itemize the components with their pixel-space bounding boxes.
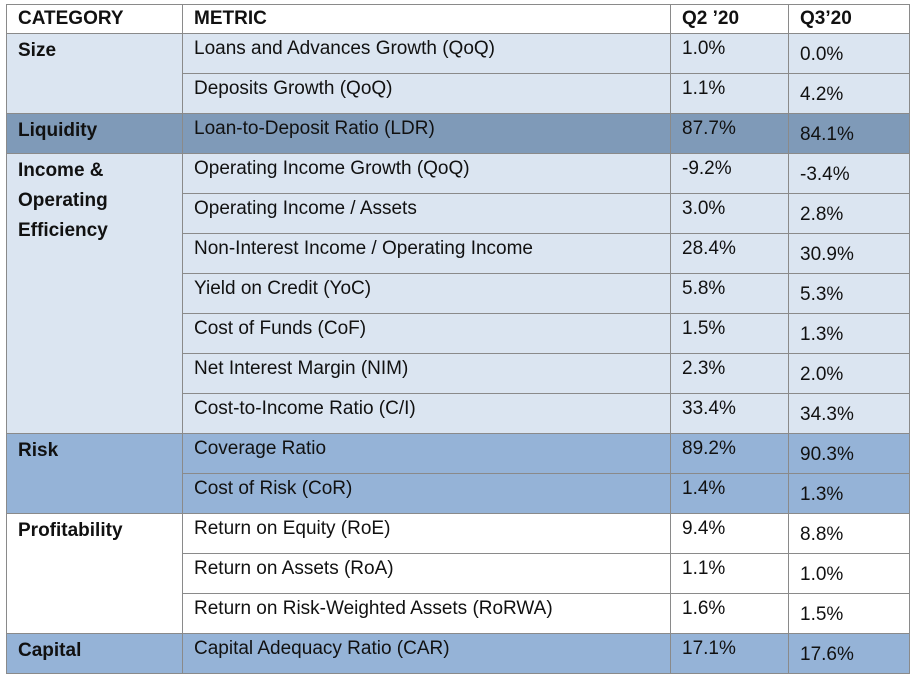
q3-value: 2.8% (788, 193, 910, 234)
metric-cell: Coverage Ratio (182, 433, 671, 474)
q2-value: 9.4% (670, 513, 789, 554)
q3-value: 17.6% (788, 633, 910, 674)
q2-value: 28.4% (670, 233, 789, 274)
category-profitability: Profitability (6, 513, 183, 634)
header-metric: METRIC (182, 4, 671, 34)
metrics-table: CATEGORY METRIC Q2 ’20 Q3’20 Size Loans … (6, 4, 910, 674)
metric-cell: Cost of Funds (CoF) (182, 313, 671, 354)
q2-value: 1.1% (670, 73, 789, 114)
q2-value: 1.6% (670, 593, 789, 634)
q2-value: 1.4% (670, 473, 789, 514)
table-row: Non-Interest Income / Operating Income 2… (7, 233, 910, 274)
q3-value: -3.4% (788, 153, 910, 194)
table-row: Income & Operating Efficiency Operating … (6, 153, 910, 434)
q2-value: 2.3% (670, 353, 789, 394)
q2-value: -9.2% (670, 153, 789, 194)
q3-value: 1.5% (788, 593, 910, 634)
table-row: Yield on Credit (YoC) 5.8% 5.3% (7, 273, 910, 314)
q3-value: 1.0% (788, 553, 910, 594)
metric-cell: Cost of Risk (CoR) (182, 473, 671, 514)
table-row: Return on Assets (RoA) 1.1% 1.0% (7, 553, 910, 594)
category-capital: Capital (6, 633, 183, 674)
table-row: Operating Income / Assets 3.0% 2.8% (7, 193, 910, 234)
q3-value: 1.3% (788, 313, 910, 354)
metric-cell: Loan-to-Deposit Ratio (LDR) (182, 113, 671, 154)
category-risk: Risk (6, 433, 183, 514)
table-row: Profitability Return on Equity (RoE) 9.4… (6, 513, 910, 634)
q3-value: 84.1% (788, 113, 910, 154)
category-size: Size (6, 33, 183, 114)
q2-value: 89.2% (670, 433, 789, 474)
table-row: Deposits Growth (QoQ) 1.1% 4.2% (7, 73, 910, 114)
table-row: Capital Capital Adequacy Ratio (CAR) 17.… (6, 633, 910, 674)
metric-cell: Operating Income Growth (QoQ) (182, 153, 671, 194)
metric-cell: Return on Assets (RoA) (182, 553, 671, 594)
header-category: CATEGORY (6, 4, 183, 34)
category-income-operating-efficiency: Income & Operating Efficiency (6, 153, 183, 434)
q3-value: 0.0% (788, 33, 910, 74)
q2-value: 17.1% (670, 633, 789, 674)
metric-cell: Capital Adequacy Ratio (CAR) (182, 633, 671, 674)
header-q2: Q2 ’20 (670, 4, 789, 34)
table-row: Size Loans and Advances Growth (QoQ) 1.0… (6, 33, 910, 114)
table-row: Cost-to-Income Ratio (C/I) 33.4% 34.3% (7, 393, 910, 434)
q2-value: 5.8% (670, 273, 789, 314)
category-liquidity: Liquidity (6, 113, 183, 154)
q3-value: 4.2% (788, 73, 910, 114)
table-row: Net Interest Margin (NIM) 2.3% 2.0% (7, 353, 910, 394)
metric-cell: Net Interest Margin (NIM) (182, 353, 671, 394)
metric-cell: Cost-to-Income Ratio (C/I) (182, 393, 671, 434)
metric-cell: Operating Income / Assets (182, 193, 671, 234)
q2-value: 33.4% (670, 393, 789, 434)
q3-value: 34.3% (788, 393, 910, 434)
q3-value: 8.8% (788, 513, 910, 554)
metric-cell: Return on Risk-Weighted Assets (RoRWA) (182, 593, 671, 634)
q3-value: 2.0% (788, 353, 910, 394)
metric-cell: Loans and Advances Growth (QoQ) (182, 33, 671, 74)
q2-value: 1.5% (670, 313, 789, 354)
q2-value: 3.0% (670, 193, 789, 234)
q2-value: 87.7% (670, 113, 789, 154)
q3-value: 1.3% (788, 473, 910, 514)
table-row: Risk Coverage Ratio 89.2% 90.3% (6, 433, 910, 514)
table-row: Cost of Funds (CoF) 1.5% 1.3% (7, 313, 910, 354)
q3-value: 5.3% (788, 273, 910, 314)
metric-cell: Deposits Growth (QoQ) (182, 73, 671, 114)
metric-cell: Non-Interest Income / Operating Income (182, 233, 671, 274)
q3-value: 90.3% (788, 433, 910, 474)
header-row: CATEGORY METRIC Q2 ’20 Q3’20 (6, 4, 910, 34)
q2-value: 1.1% (670, 553, 789, 594)
q2-value: 1.0% (670, 33, 789, 74)
header-q3: Q3’20 (788, 4, 910, 34)
table-row: Cost of Risk (CoR) 1.4% 1.3% (7, 473, 910, 514)
metric-cell: Return on Equity (RoE) (182, 513, 671, 554)
q3-value: 30.9% (788, 233, 910, 274)
table-row: Liquidity Loan-to-Deposit Ratio (LDR) 87… (6, 113, 910, 154)
metric-cell: Yield on Credit (YoC) (182, 273, 671, 314)
